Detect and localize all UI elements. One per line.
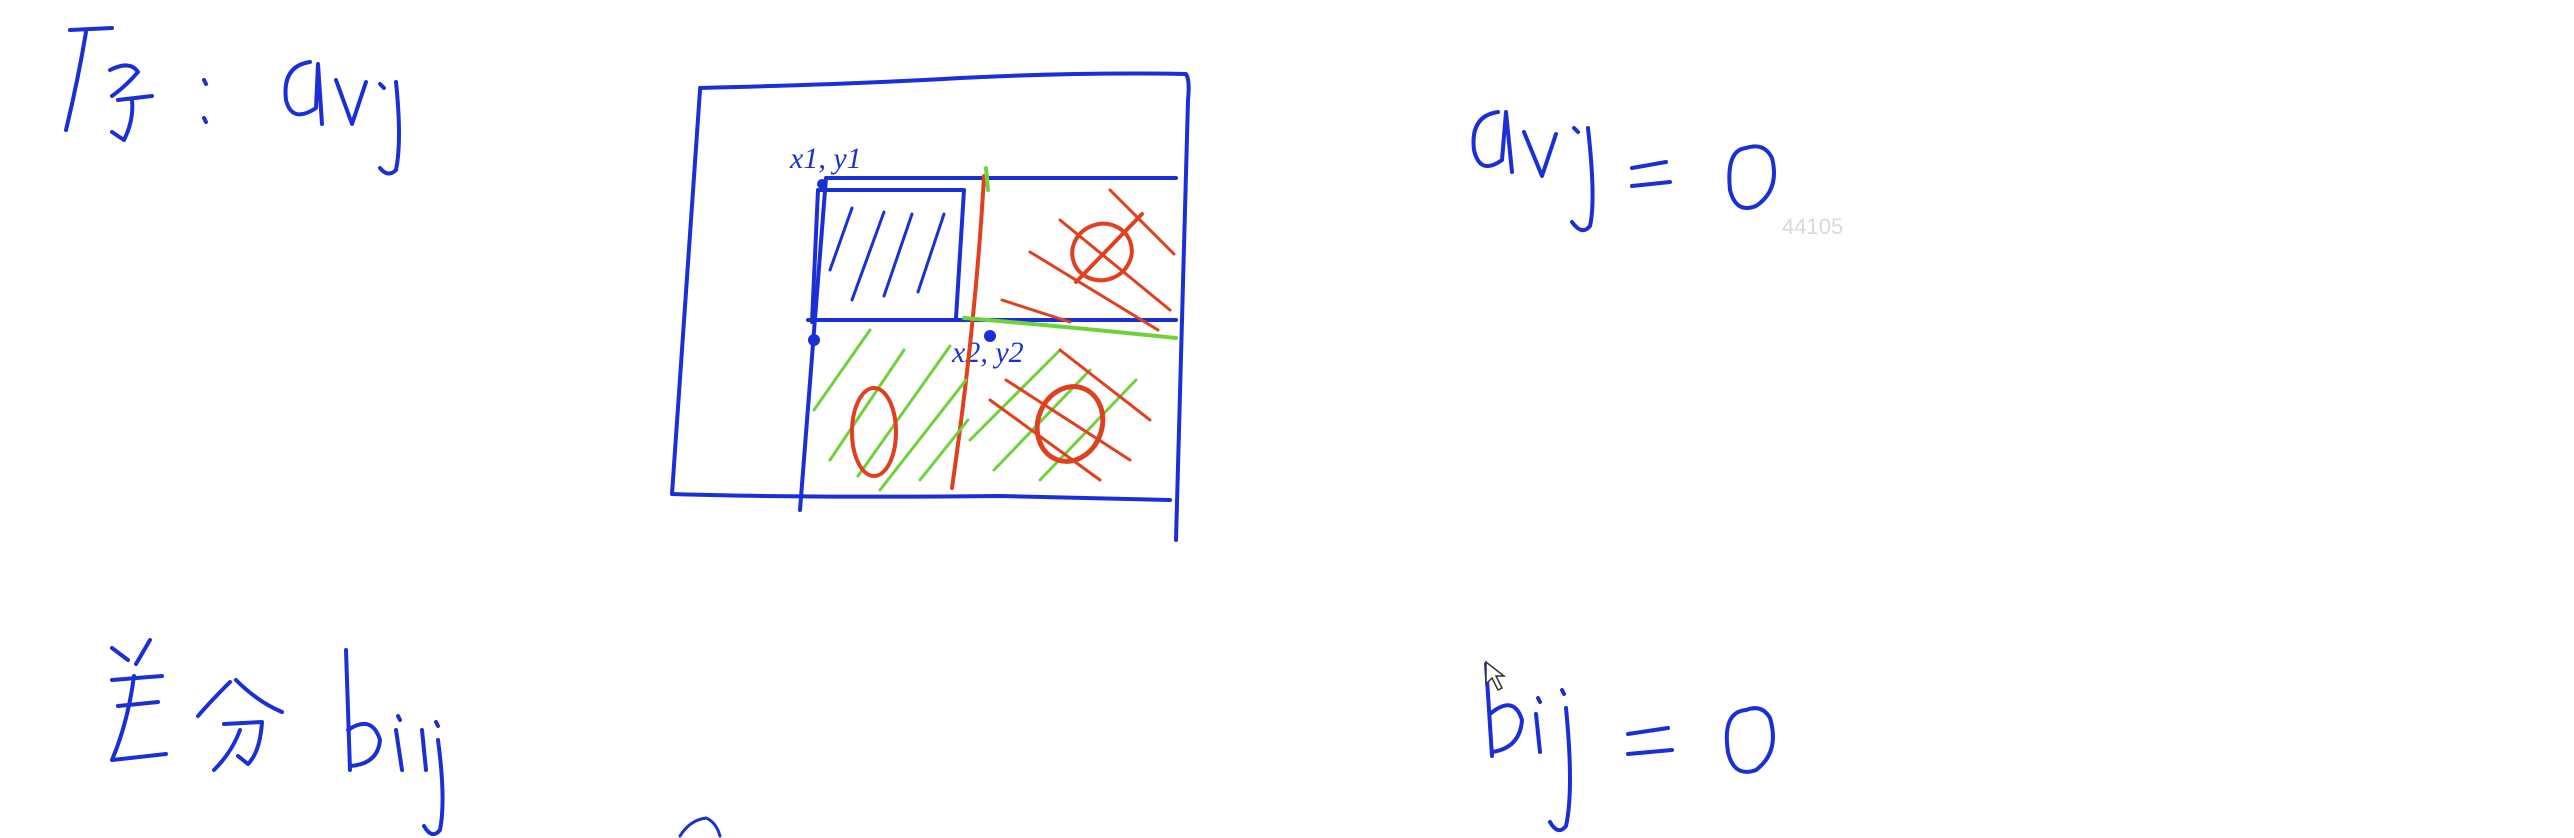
red-vertical-line (950, 174, 986, 490)
corner-marker-1 (817, 179, 827, 189)
corner-marker-2 (984, 330, 996, 342)
note-bij-equals-zero (1484, 662, 1775, 833)
note-aij-equals-zero (1471, 110, 1776, 233)
zero-mark-upper-right (1070, 221, 1134, 283)
watermark-text: 44105 (1782, 214, 1844, 239)
outer-matrix-box (670, 71, 1191, 542)
mouse-cursor-icon (1485, 660, 1507, 692)
green-horizontal-line (962, 316, 1178, 340)
corner1-label: x1, y1 (789, 142, 862, 175)
corner-marker-3 (808, 334, 820, 346)
corner2-label: x2, y2 (951, 336, 1024, 369)
note-diff-bij (110, 638, 445, 837)
matrix-diagram: x1, y1 x2, y2 (670, 71, 1191, 542)
zero-mark-lower-right (1034, 384, 1106, 464)
note-original-aij (64, 26, 401, 176)
upper-left-block (810, 188, 966, 324)
zero-mark-lower-left (850, 386, 898, 478)
